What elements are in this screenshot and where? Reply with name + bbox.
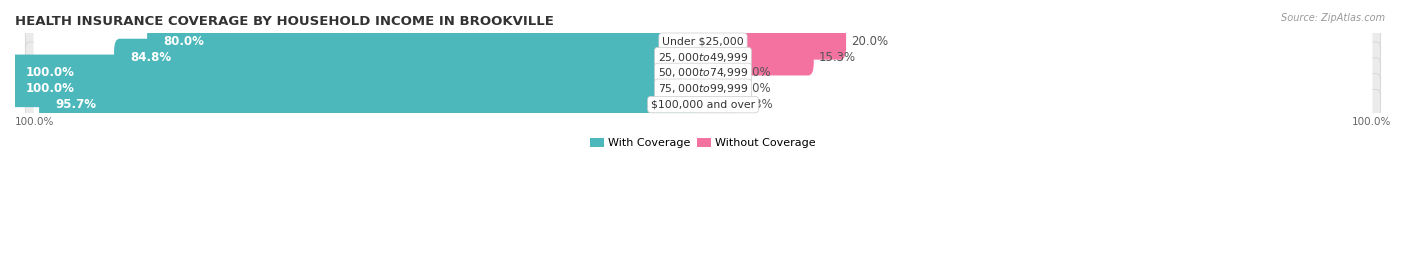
Text: Source: ZipAtlas.com: Source: ZipAtlas.com <box>1281 13 1385 23</box>
FancyBboxPatch shape <box>114 39 709 76</box>
Text: 0.0%: 0.0% <box>741 66 770 79</box>
FancyBboxPatch shape <box>148 23 709 60</box>
Text: $50,000 to $74,999: $50,000 to $74,999 <box>658 66 748 79</box>
Text: 20.0%: 20.0% <box>851 35 889 48</box>
Text: 0.0%: 0.0% <box>741 82 770 95</box>
FancyBboxPatch shape <box>25 42 1381 72</box>
Text: 100.0%: 100.0% <box>25 66 75 79</box>
Text: HEALTH INSURANCE COVERAGE BY HOUSEHOLD INCOME IN BROOKVILLE: HEALTH INSURANCE COVERAGE BY HOUSEHOLD I… <box>15 15 554 28</box>
FancyBboxPatch shape <box>34 30 1372 52</box>
FancyBboxPatch shape <box>10 55 709 91</box>
FancyBboxPatch shape <box>700 59 731 87</box>
FancyBboxPatch shape <box>10 70 709 107</box>
Text: 4.3%: 4.3% <box>742 98 773 111</box>
Legend: With Coverage, Without Coverage: With Coverage, Without Coverage <box>586 134 820 153</box>
FancyBboxPatch shape <box>697 39 814 76</box>
Text: 100.0%: 100.0% <box>15 117 55 127</box>
FancyBboxPatch shape <box>25 26 1381 56</box>
FancyBboxPatch shape <box>34 94 1372 116</box>
FancyBboxPatch shape <box>34 78 1372 100</box>
Text: $75,000 to $99,999: $75,000 to $99,999 <box>658 82 748 95</box>
FancyBboxPatch shape <box>697 86 738 123</box>
Text: 100.0%: 100.0% <box>1351 117 1391 127</box>
FancyBboxPatch shape <box>25 90 1381 120</box>
Text: 84.8%: 84.8% <box>129 51 172 63</box>
FancyBboxPatch shape <box>39 86 709 123</box>
FancyBboxPatch shape <box>25 58 1381 88</box>
Text: $100,000 and over: $100,000 and over <box>651 100 755 109</box>
Text: 100.0%: 100.0% <box>25 82 75 95</box>
Text: 95.7%: 95.7% <box>55 98 96 111</box>
Text: $25,000 to $49,999: $25,000 to $49,999 <box>658 51 748 63</box>
FancyBboxPatch shape <box>34 62 1372 84</box>
FancyBboxPatch shape <box>25 74 1381 104</box>
Text: 80.0%: 80.0% <box>163 35 204 48</box>
FancyBboxPatch shape <box>697 23 846 60</box>
FancyBboxPatch shape <box>34 46 1372 68</box>
FancyBboxPatch shape <box>700 75 731 102</box>
Text: Under $25,000: Under $25,000 <box>662 36 744 46</box>
Text: 15.3%: 15.3% <box>818 51 856 63</box>
